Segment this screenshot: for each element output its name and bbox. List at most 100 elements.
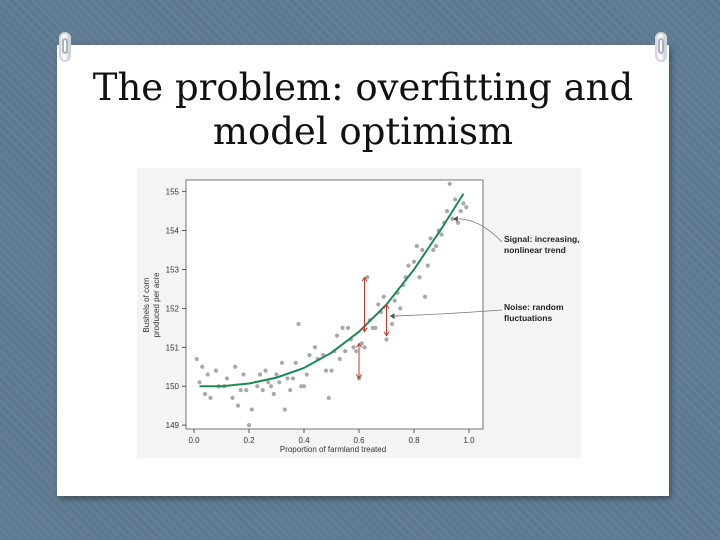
data-point: [351, 345, 356, 350]
data-point: [202, 391, 208, 397]
data-point: [337, 356, 342, 362]
x-tick-label: 0.6: [353, 436, 365, 445]
annotation-signal-line-1: Signal: increasing,: [504, 234, 580, 244]
x-axis-ticks: 0.0 0.2 0.4 0.6 0.8 1.0: [188, 429, 475, 445]
data-point: [312, 345, 318, 350]
annotation-noise: Noise: random fluctuations: [504, 302, 594, 323]
data-point: [398, 306, 403, 311]
data-point: [389, 321, 395, 327]
data-point: [362, 345, 367, 350]
data-point: [384, 337, 389, 342]
data-point: [373, 325, 378, 330]
data-point: [453, 197, 458, 202]
data-point: [414, 244, 419, 249]
data-point: [450, 216, 455, 222]
x-tick-label: 0.2: [243, 436, 255, 445]
data-point: [354, 349, 359, 354]
data-point: [257, 372, 263, 377]
data-point: [230, 395, 235, 400]
data-point: [238, 387, 243, 393]
data-point: [461, 201, 466, 206]
data-point: [323, 368, 329, 373]
y-tick-label: 149: [166, 421, 180, 430]
x-axis-label: Proportion of farmland treated: [280, 445, 386, 454]
data-point: [290, 376, 296, 381]
data-point: [233, 364, 238, 369]
binder-clip-right-icon: [652, 32, 670, 64]
annotation-leader-line: [390, 309, 503, 317]
data-point: [376, 302, 381, 307]
data-point: [301, 384, 307, 389]
annotation-arrowhead: [389, 313, 395, 320]
data-point: [392, 298, 397, 303]
data-point: [246, 423, 252, 428]
data-point: [307, 352, 312, 358]
data-point: [439, 232, 444, 237]
y-tick-label: 155: [166, 188, 180, 197]
data-point: [200, 364, 205, 369]
data-point: [208, 395, 213, 400]
data-point: [406, 263, 411, 268]
data-point: [345, 325, 351, 330]
data-point: [458, 209, 463, 214]
data-point: [268, 384, 274, 389]
residual-arrowhead: [356, 374, 362, 380]
plot-area: [185, 179, 484, 430]
y-axis-label-line-2: produced per acre: [152, 272, 161, 337]
y-tick-label: 150: [166, 382, 180, 391]
data-point: [241, 372, 246, 377]
annotation-noise-line-1: Noise: random: [504, 302, 564, 312]
data-point: [455, 220, 461, 225]
data-point: [274, 372, 279, 377]
data-point: [304, 372, 309, 377]
data-point: [282, 407, 287, 412]
annotation-noise-line-2: fluctuations: [504, 312, 553, 323]
chart-svg: 0.0 0.2 0.4 0.6 0.8 1.0 149 150 151 152 153 154 155…: [142, 179, 503, 454]
x-tick-label: 1.0: [463, 436, 475, 445]
y-tick-label: 151: [166, 343, 180, 352]
data-point: [381, 294, 386, 299]
residual-arrowhead: [383, 303, 390, 309]
data-point: [279, 360, 285, 365]
data-point: [224, 376, 230, 381]
annotation-signal: Signal: increasing, nonlinear trend: [504, 234, 594, 255]
data-point: [411, 259, 417, 264]
data-point: [249, 407, 254, 412]
residual-arrowhead: [383, 331, 390, 337]
data-point: [266, 380, 271, 385]
data-point: [329, 368, 334, 373]
annotation-signal-line-2: nonlinear trend: [504, 244, 566, 255]
data-point: [235, 403, 241, 408]
slide-title-line-2: model optimism: [212, 110, 514, 153]
x-tick-label: 0.8: [408, 436, 420, 445]
data-point: [343, 349, 348, 354]
data-point: [444, 209, 450, 214]
data-point: [285, 376, 290, 381]
residual-arrowhead: [356, 342, 362, 348]
data-point: [271, 391, 276, 397]
data-point: [213, 368, 219, 373]
y-axis-ticks: 149 150 151 152 153 154 155: [166, 188, 186, 430]
x-tick-label: 0.4: [298, 436, 310, 445]
chart: 0.0 0.2 0.4 0.6 0.8 1.0 149 150 151 152 153 154 155…: [137, 168, 581, 458]
residual-arrows: [356, 276, 390, 380]
annotation-arrowhead: [452, 216, 458, 222]
slide-title: The problem: overfitting and model optim…: [57, 66, 669, 154]
y-tick-label: 154: [166, 227, 180, 236]
data-point: [428, 236, 433, 241]
data-point: [197, 380, 202, 385]
binder-clip-left-icon: [56, 32, 74, 64]
data-point: [244, 387, 249, 393]
data-point: [296, 321, 301, 327]
data-point: [277, 380, 282, 385]
data-point: [447, 181, 452, 186]
y-axis-label-line-1: Bushels of corn: [142, 277, 151, 332]
data-point: [340, 325, 345, 330]
trend-line: [199, 193, 465, 388]
annotation-lines: [389, 216, 503, 320]
y-axis-label: Bushels of corn produced per acre: [142, 272, 161, 337]
data-point: [433, 244, 439, 249]
data-point: [288, 387, 293, 393]
data-point: [263, 368, 268, 373]
data-point: [293, 360, 298, 365]
